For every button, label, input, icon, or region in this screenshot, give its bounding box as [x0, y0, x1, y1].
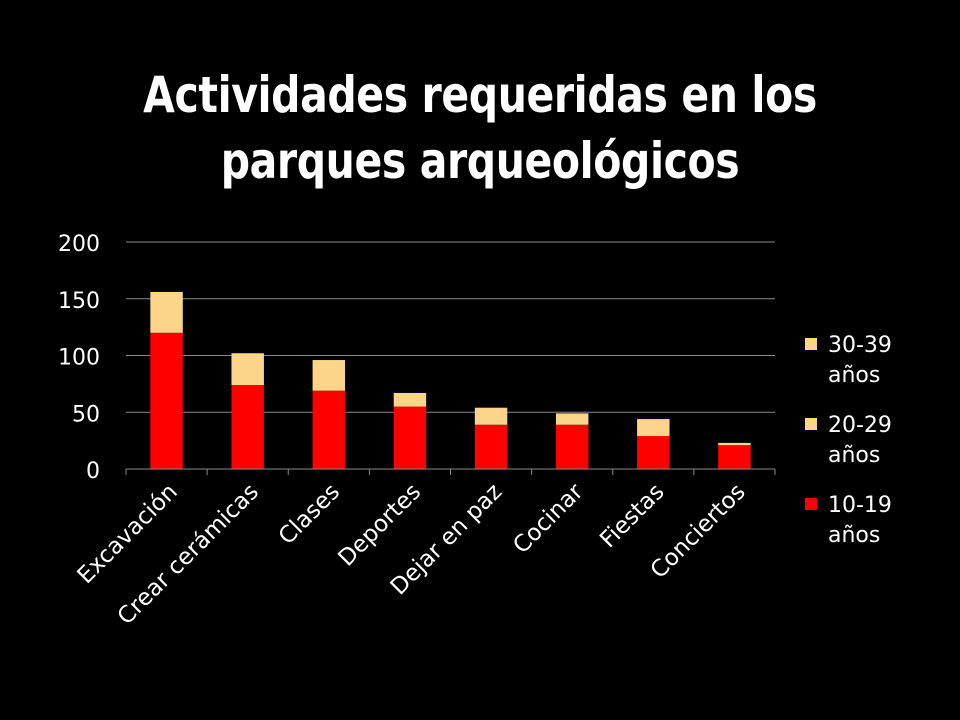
legend-label: 10-19 años — [828, 493, 892, 548]
bar-segment — [231, 385, 264, 469]
bar-segment — [555, 424, 589, 469]
slide-title: Actividades requeridas en los parques ar… — [86, 62, 873, 194]
y-tick-label: 50 — [72, 402, 100, 427]
x-tick-label: Crear cerámicas — [113, 479, 264, 630]
bar-segment — [312, 360, 346, 391]
y-tick-label: 150 — [58, 289, 100, 314]
legend-swatch — [805, 338, 817, 350]
y-tick-label: 100 — [58, 346, 100, 371]
bar-segment — [718, 442, 751, 446]
bar-segment — [474, 407, 508, 425]
legend: 30-39 años 20-29 años 10-19 años — [805, 333, 892, 548]
gridlines — [126, 241, 775, 413]
bar-segment — [474, 424, 508, 469]
bar-segment — [637, 419, 670, 437]
bar-segment — [231, 353, 264, 386]
bar-segment — [718, 445, 751, 469]
bar-segment — [393, 392, 427, 407]
bars — [150, 291, 751, 469]
legend-label: 20-29 años — [828, 413, 892, 468]
bar-segment — [393, 406, 427, 469]
bar-segment — [150, 291, 183, 333]
bar-segment — [637, 436, 670, 469]
bar-segment — [312, 390, 346, 469]
x-tick-label: Cocinar — [508, 478, 588, 558]
x-tick-label: Fiestas — [595, 479, 669, 553]
bar-segment — [150, 332, 183, 469]
legend-swatch — [805, 418, 817, 430]
y-axis-tick-labels: 0 50 100 150 200 — [58, 232, 100, 484]
y-tick-label: 0 — [86, 459, 100, 484]
legend-swatch — [805, 498, 817, 510]
slide-title-line-1: Actividades requeridas en los — [143, 66, 817, 124]
x-tick-label: Clases — [274, 479, 345, 550]
bar-segment — [555, 413, 589, 425]
y-tick-label: 200 — [58, 232, 100, 257]
x-axis — [125, 468, 776, 475]
legend-label: 30-39 años — [828, 333, 892, 388]
slide-title-line-2: parques arqueológicos — [220, 132, 740, 190]
